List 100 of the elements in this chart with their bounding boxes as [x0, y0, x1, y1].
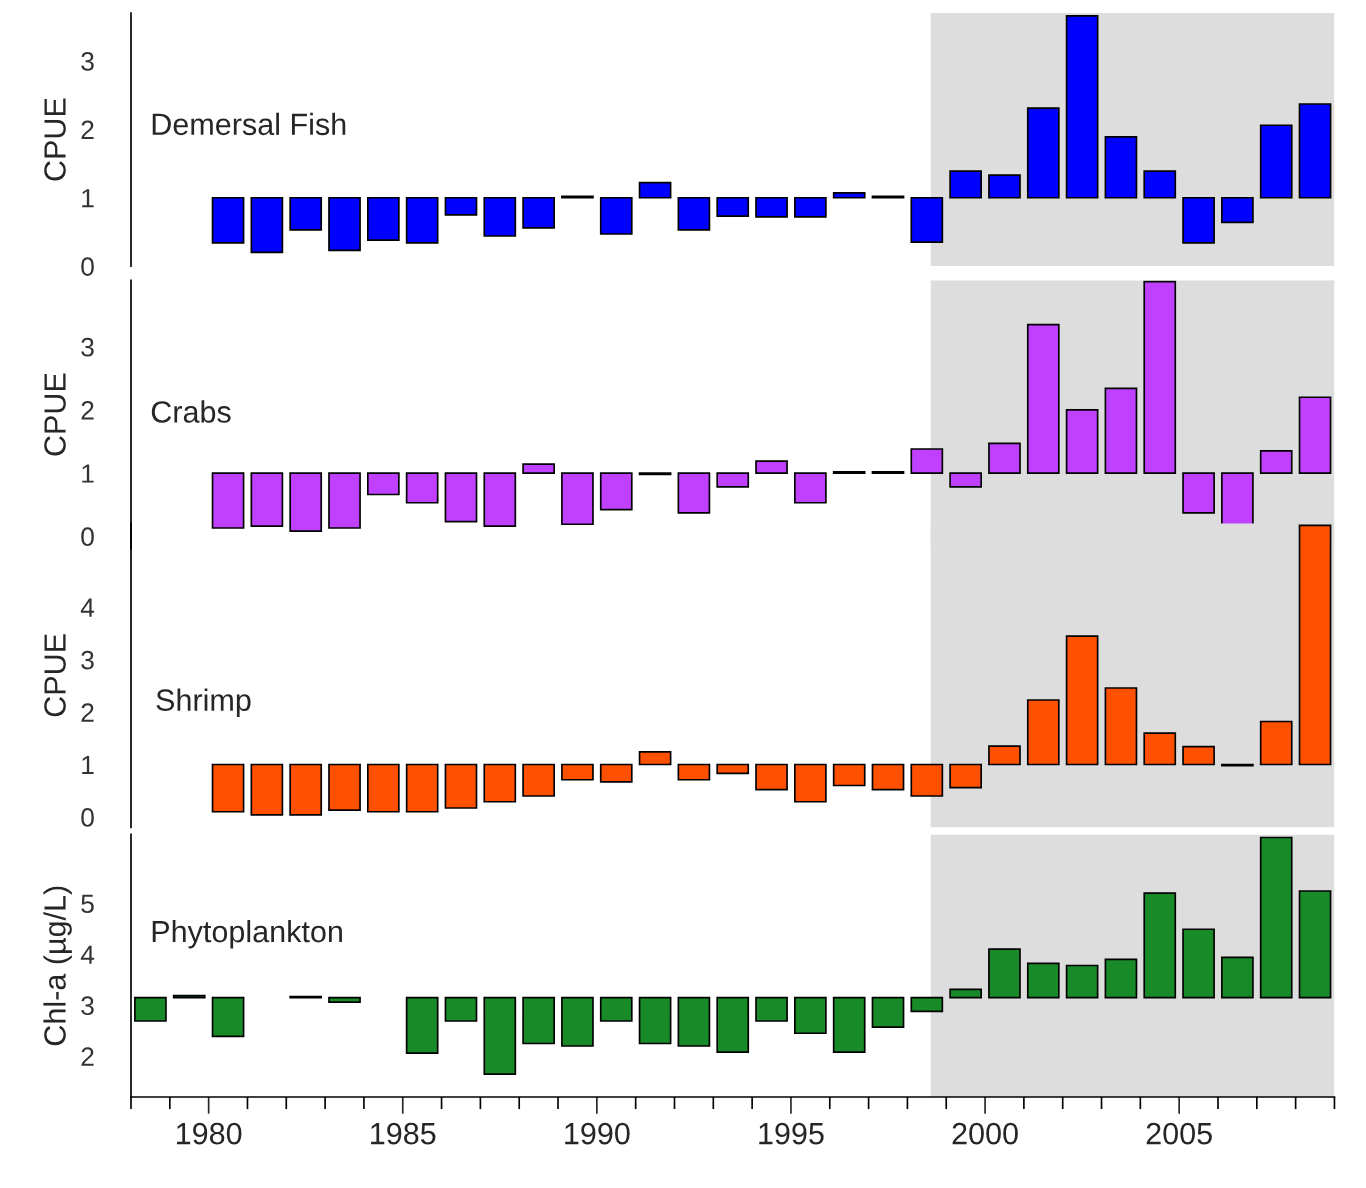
bar	[444, 763, 478, 809]
bar	[755, 996, 788, 1022]
bar	[910, 763, 944, 797]
y-tick-label: 1	[82, 755, 94, 775]
bar	[211, 996, 245, 1038]
y-tick-label: 4	[80, 945, 95, 964]
bar	[1143, 280, 1177, 474]
y-tick-label: 2	[81, 1047, 94, 1066]
bar	[832, 192, 866, 199]
bar	[1065, 409, 1099, 474]
bar	[1026, 699, 1060, 766]
y-tick-label: 3	[81, 650, 94, 670]
x-tick-label: 1980	[176, 1122, 242, 1145]
bar	[1221, 956, 1254, 999]
bar	[677, 996, 711, 1047]
bar	[1104, 958, 1138, 999]
bar	[522, 763, 555, 797]
bar	[1182, 472, 1215, 514]
bar	[1143, 732, 1177, 766]
bar	[483, 996, 517, 1075]
bar	[716, 472, 750, 488]
bar	[1259, 720, 1293, 766]
bar	[677, 472, 711, 514]
bar	[1298, 524, 1332, 766]
bar	[1104, 136, 1138, 199]
y-axis-title: CPUE	[44, 373, 66, 456]
x-tick-label: 1995	[759, 1122, 824, 1145]
bar	[949, 170, 983, 199]
y-tick-label: 4	[80, 598, 95, 617]
y-tick-label: 5	[81, 894, 94, 914]
bar	[250, 472, 284, 527]
bar	[638, 996, 672, 1045]
y-tick-label: 1	[82, 464, 94, 483]
bar	[910, 448, 944, 474]
bar	[794, 196, 827, 218]
bar	[1026, 962, 1060, 999]
bar	[289, 472, 323, 533]
bar	[483, 472, 517, 527]
bar	[988, 745, 1021, 766]
y-tick-label: 2	[81, 401, 94, 420]
bar	[328, 196, 361, 252]
bar	[1104, 687, 1138, 766]
y-tick-label: 3	[81, 996, 94, 1016]
bar	[522, 463, 555, 474]
annotation: Crabs	[151, 400, 231, 423]
bar	[1065, 635, 1099, 766]
y-axis-title: CPUE	[44, 98, 66, 181]
bar	[1143, 170, 1177, 199]
bar	[366, 763, 400, 813]
bar	[716, 196, 750, 218]
bar	[522, 996, 555, 1045]
y-tick-label: 1	[82, 189, 94, 208]
annotation: Phytoplankton	[152, 919, 342, 949]
bar	[599, 196, 633, 235]
bar	[405, 996, 439, 1054]
bar	[289, 763, 323, 816]
bar	[1026, 323, 1060, 474]
bar	[677, 763, 711, 781]
bar	[483, 196, 517, 237]
bar	[211, 763, 245, 813]
bar	[599, 996, 633, 1022]
bar	[832, 763, 866, 787]
bar	[1259, 124, 1293, 199]
bar	[794, 763, 827, 803]
bar	[832, 996, 866, 1053]
bar	[561, 472, 594, 526]
bar	[910, 996, 944, 1013]
y-axis-title: CPUE	[44, 634, 66, 717]
bar	[755, 763, 788, 791]
bar	[211, 196, 245, 244]
bar	[405, 472, 439, 504]
bar	[716, 763, 750, 775]
bar	[1065, 14, 1099, 199]
bar	[1143, 892, 1177, 999]
bar	[1182, 196, 1215, 244]
bar	[483, 763, 517, 803]
bar	[871, 763, 905, 791]
bar	[328, 996, 361, 1004]
bar	[211, 472, 245, 529]
y-tick-label: 0	[81, 808, 94, 827]
bar	[988, 442, 1021, 474]
y-tick-label: 2	[81, 703, 94, 722]
y-tick-label: 2	[81, 120, 94, 139]
bar	[444, 472, 478, 523]
bar	[1104, 387, 1138, 474]
bar	[1259, 836, 1293, 999]
bar	[988, 948, 1021, 999]
bar	[1182, 745, 1215, 766]
y-tick-label: 3	[81, 52, 94, 71]
bar	[599, 472, 633, 511]
x-tick-label: 2000	[952, 1122, 1018, 1145]
annotation: Demersal Fish	[152, 112, 346, 136]
bar	[366, 472, 400, 496]
bar	[677, 196, 711, 231]
bar	[716, 996, 750, 1053]
bar	[250, 763, 284, 816]
bar	[522, 196, 555, 229]
bar	[638, 181, 672, 199]
bar	[1298, 890, 1332, 999]
bar	[949, 988, 983, 999]
